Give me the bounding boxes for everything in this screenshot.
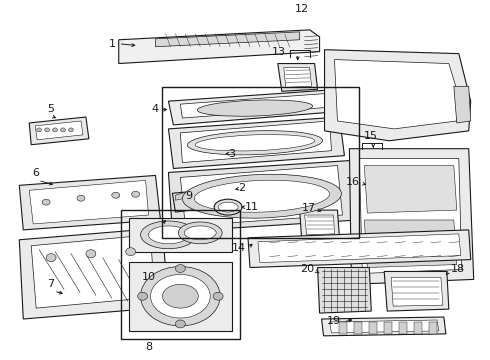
- Text: 20: 20: [300, 265, 315, 274]
- Polygon shape: [340, 322, 347, 334]
- Polygon shape: [391, 278, 443, 306]
- Polygon shape: [175, 192, 185, 200]
- Ellipse shape: [138, 292, 147, 300]
- Polygon shape: [169, 89, 344, 125]
- Polygon shape: [399, 322, 407, 334]
- Polygon shape: [180, 121, 332, 163]
- Polygon shape: [180, 93, 332, 118]
- Polygon shape: [29, 117, 89, 145]
- Ellipse shape: [141, 221, 196, 249]
- Polygon shape: [31, 235, 154, 308]
- Ellipse shape: [61, 128, 66, 132]
- Text: 15: 15: [364, 131, 378, 141]
- Ellipse shape: [141, 266, 220, 326]
- Ellipse shape: [42, 199, 50, 205]
- Polygon shape: [284, 68, 312, 87]
- Polygon shape: [305, 215, 335, 235]
- Bar: [121, 210, 240, 339]
- Ellipse shape: [112, 192, 120, 198]
- Text: 5: 5: [48, 104, 54, 114]
- Text: 17: 17: [301, 203, 316, 213]
- Text: 14: 14: [232, 243, 246, 253]
- Polygon shape: [172, 190, 208, 212]
- Bar: [163, 87, 359, 238]
- Polygon shape: [384, 271, 449, 311]
- Ellipse shape: [175, 265, 185, 273]
- Ellipse shape: [195, 180, 329, 212]
- Polygon shape: [258, 234, 461, 262]
- Ellipse shape: [69, 128, 74, 132]
- Polygon shape: [19, 228, 169, 319]
- Polygon shape: [129, 218, 232, 252]
- Ellipse shape: [37, 128, 42, 132]
- Polygon shape: [278, 63, 318, 91]
- Ellipse shape: [178, 222, 222, 244]
- Polygon shape: [359, 159, 462, 274]
- Text: 19: 19: [327, 316, 342, 326]
- Polygon shape: [369, 322, 377, 334]
- Ellipse shape: [125, 248, 136, 256]
- Polygon shape: [129, 262, 232, 331]
- Ellipse shape: [184, 226, 216, 240]
- Text: 10: 10: [142, 273, 155, 282]
- Ellipse shape: [148, 226, 188, 244]
- Text: 11: 11: [245, 202, 259, 212]
- Polygon shape: [354, 322, 362, 334]
- Ellipse shape: [213, 292, 223, 300]
- Ellipse shape: [175, 320, 185, 328]
- Text: 16: 16: [345, 177, 359, 187]
- Text: 1: 1: [109, 39, 116, 49]
- Polygon shape: [335, 59, 459, 129]
- Polygon shape: [180, 166, 343, 226]
- Polygon shape: [365, 220, 457, 267]
- Ellipse shape: [197, 100, 313, 116]
- Ellipse shape: [150, 274, 210, 318]
- Ellipse shape: [196, 135, 315, 151]
- Ellipse shape: [46, 254, 56, 262]
- Polygon shape: [384, 322, 392, 334]
- Text: 8: 8: [145, 342, 152, 352]
- Text: 12: 12: [294, 4, 309, 14]
- Ellipse shape: [187, 131, 322, 155]
- Polygon shape: [324, 50, 471, 141]
- Text: 13: 13: [272, 47, 286, 57]
- Polygon shape: [155, 32, 300, 47]
- Polygon shape: [198, 189, 207, 198]
- Polygon shape: [318, 267, 371, 313]
- Text: 6: 6: [33, 168, 40, 179]
- Polygon shape: [19, 175, 161, 230]
- Polygon shape: [169, 161, 357, 232]
- Polygon shape: [119, 30, 319, 63]
- Ellipse shape: [45, 128, 49, 132]
- Polygon shape: [349, 149, 474, 284]
- Polygon shape: [429, 322, 437, 334]
- Ellipse shape: [214, 199, 242, 215]
- Text: 2: 2: [238, 183, 245, 193]
- Polygon shape: [248, 230, 471, 267]
- Text: 3: 3: [228, 149, 235, 159]
- Ellipse shape: [77, 195, 85, 201]
- Ellipse shape: [218, 202, 238, 212]
- Text: 18: 18: [451, 265, 465, 274]
- Ellipse shape: [52, 128, 57, 132]
- Polygon shape: [169, 117, 344, 168]
- Polygon shape: [365, 166, 457, 213]
- Text: 9: 9: [185, 191, 192, 201]
- Polygon shape: [29, 180, 148, 224]
- Ellipse shape: [86, 250, 96, 258]
- Ellipse shape: [163, 284, 198, 308]
- Polygon shape: [35, 121, 83, 140]
- Ellipse shape: [132, 191, 140, 197]
- Text: 7: 7: [48, 279, 55, 289]
- Polygon shape: [454, 86, 471, 123]
- Polygon shape: [329, 320, 439, 333]
- Text: 4: 4: [151, 104, 158, 114]
- Polygon shape: [321, 317, 446, 336]
- Polygon shape: [300, 210, 340, 240]
- Ellipse shape: [182, 174, 342, 218]
- Polygon shape: [414, 322, 422, 334]
